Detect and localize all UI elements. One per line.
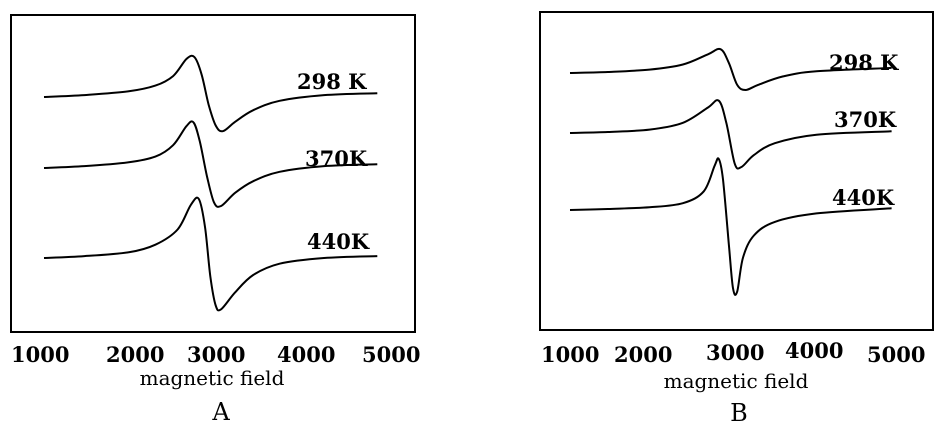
panel-a-series-label-370K: 370K (305, 146, 368, 171)
panel-a-curve-370K (43, 120, 378, 208)
panel-a-xtick-1000: 1000 (11, 342, 69, 367)
panel-a-xtick-5000: 5000 (362, 342, 420, 367)
panel-a-xlabel: magnetic field (140, 366, 285, 390)
panel-b: 298 K 370K 440K 1000 2000 3000 4000 5000… (539, 11, 934, 427)
panel-a-xtick-2000: 2000 (106, 342, 164, 367)
panel-b-letter: B (730, 399, 748, 427)
panel-b-xlabel: magnetic field (664, 369, 809, 393)
panel-a-letter: A (211, 398, 230, 426)
panel-b-curve-298K (569, 47, 892, 92)
panel-b-curve-370K (569, 99, 892, 170)
panel-a-series-label-298K: 298 K (297, 69, 367, 94)
panel-a: 298 K 370K 440K 1000 2000 3000 4000 5000… (10, 14, 420, 426)
panel-b-series-label-370K: 370K (834, 107, 897, 132)
panel-b-frame (539, 11, 934, 331)
panel-b-curves (569, 47, 892, 296)
panel-a-curve-298K (43, 54, 378, 133)
panel-a-curve-440K (43, 196, 378, 312)
panel-b-curve-440K (569, 157, 892, 296)
panel-b-xtick-5000: 5000 (867, 342, 925, 367)
panel-a-curves (43, 54, 378, 312)
panel-b-series-label-298K: 298 K (829, 50, 899, 75)
panel-a-xtick-4000: 4000 (277, 342, 335, 367)
panel-b-xtick-4000: 4000 (785, 338, 843, 363)
panel-b-xtick-3000: 3000 (706, 340, 764, 365)
panel-a-xtick-3000: 3000 (187, 342, 245, 367)
panel-b-series-label-440K: 440K (832, 185, 895, 210)
panel-b-xtick-1000: 1000 (541, 342, 599, 367)
panel-a-frame (10, 14, 416, 333)
panel-b-xtick-2000: 2000 (614, 342, 672, 367)
panel-a-series-label-440K: 440K (307, 229, 370, 254)
